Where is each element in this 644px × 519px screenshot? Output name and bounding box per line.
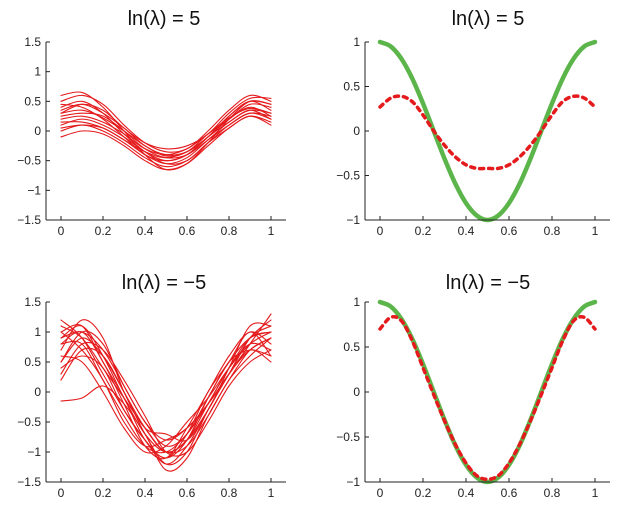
panel-bottom-left: ln(λ) = −5 −1.5 −1 −0.5 0 0.5 1 1.5 0 0.2 0.4 0.6 0… — [17, 272, 286, 500]
sample-curve-11 — [60, 331, 272, 454]
fit-lines — [377, 39, 598, 223]
axes: −1 −0.5 0 0.5 1 0 0.2 0.4 0.6 0.8 1 — [336, 295, 610, 500]
panel-top-left: ln(λ) = 5 −1.5 −1 −0.5 0 0.5 1 1.5 0 0.2 0.4 0.6 0.… — [17, 8, 286, 238]
y-tick-label: 0 — [34, 124, 41, 138]
x-tick-label: 0 — [377, 224, 384, 238]
x-tick-label: 0.6 — [179, 486, 196, 500]
panel-title: ln(λ) = 5 — [452, 8, 525, 30]
x-tick-label: 0 — [58, 486, 65, 500]
y-tick-label: 1 — [34, 325, 41, 339]
y-tick-label: −1.5 — [17, 475, 41, 489]
axes: −1.5 −1 −0.5 0 0.5 1 1.5 0 0.2 0.4 0.6 0.8 1 — [17, 295, 286, 500]
x-tick-label: 0.4 — [458, 486, 475, 500]
sample-curve-15 — [60, 324, 272, 459]
x-tick-label: 0.4 — [137, 486, 154, 500]
x-tick-label: 0.2 — [415, 486, 432, 500]
fit-lines — [377, 299, 598, 485]
y-tick-label: 1.5 — [24, 295, 41, 309]
sample-curve-13 — [60, 325, 272, 466]
sample-curve-10 — [60, 109, 272, 165]
sample-lines — [60, 91, 272, 171]
x-tick-label: 0 — [58, 224, 65, 238]
x-tick-label: 1 — [268, 224, 275, 238]
y-tick-label: −1 — [346, 213, 360, 227]
sample-curve-4 — [60, 337, 272, 472]
panel-title: ln(λ) = −5 — [446, 272, 530, 294]
y-tick-label: 0.5 — [24, 94, 41, 108]
y-tick-label: −1 — [346, 475, 360, 489]
sample-curve-9 — [60, 96, 272, 150]
x-tick-label: 0.8 — [544, 486, 561, 500]
y-tick-label: 0.5 — [24, 355, 41, 369]
panel-title: ln(λ) = −5 — [122, 272, 206, 294]
x-tick-label: 1 — [592, 224, 599, 238]
x-tick-label: 0.2 — [95, 486, 112, 500]
fit-mean-curve — [378, 94, 597, 171]
y-tick-label: 1.5 — [24, 35, 41, 49]
y-tick-label: −1 — [27, 445, 41, 459]
sample-curve-3 — [60, 94, 272, 153]
axes: −1 −0.5 0 0.5 1 0 0.2 0.4 0.6 0.8 1 — [336, 35, 610, 238]
fit-mean-curve — [378, 314, 597, 482]
axes: −1.5 −1 −0.5 0 0.5 1 1.5 0 0.2 0.4 0.6 0.8 1 — [17, 35, 286, 238]
panel-title: ln(λ) = 5 — [128, 8, 201, 30]
x-tick-label: 0.6 — [179, 224, 196, 238]
x-tick-label: 0.6 — [501, 224, 518, 238]
x-tick-label: 0.8 — [544, 224, 561, 238]
y-tick-label: 0.5 — [343, 80, 360, 94]
x-tick-label: 0.4 — [137, 224, 154, 238]
x-tick-label: 0.8 — [221, 224, 238, 238]
x-tick-label: 0.8 — [221, 486, 238, 500]
x-tick-label: 0.6 — [501, 486, 518, 500]
y-tick-label: 0 — [353, 385, 360, 399]
sample-curve-14 — [60, 100, 272, 156]
panel-bottom-right: ln(λ) = −5 −1 −0.5 0 0.5 1 0 0.2 0.4 0.6 0.8 1 — [336, 272, 610, 500]
panel-top-right: ln(λ) = 5 −1 −0.5 0 0.5 1 0 0.2 0.4 0.6 0.8 1 — [336, 8, 610, 238]
y-tick-label: −1 — [27, 183, 41, 197]
y-tick-label: −0.5 — [336, 169, 360, 183]
x-tick-label: 0.4 — [458, 224, 475, 238]
y-tick-label: 0 — [34, 385, 41, 399]
y-tick-label: 0.5 — [343, 340, 360, 354]
y-tick-label: 1 — [34, 65, 41, 79]
sample-lines — [60, 313, 272, 472]
sample-curve-13 — [60, 106, 272, 159]
true-sine-curve — [377, 299, 598, 485]
y-tick-label: 1 — [353, 35, 360, 49]
x-tick-label: 0.2 — [415, 224, 432, 238]
x-tick-label: 0 — [377, 486, 384, 500]
sample-curve-4 — [60, 115, 272, 168]
sample-curve-8 — [60, 115, 272, 171]
y-tick-label: −0.5 — [17, 415, 41, 429]
x-tick-label: 0.2 — [95, 224, 112, 238]
y-tick-label: 1 — [353, 295, 360, 309]
y-tick-label: −1.5 — [17, 213, 41, 227]
sample-curve-16 — [60, 337, 272, 453]
y-tick-label: 0 — [353, 124, 360, 138]
sample-curve-2 — [60, 313, 272, 465]
true-sine-curve — [377, 39, 598, 223]
x-tick-label: 1 — [592, 486, 599, 500]
x-tick-label: 1 — [268, 486, 275, 500]
y-tick-label: −0.5 — [336, 430, 360, 444]
y-tick-label: −0.5 — [17, 154, 41, 168]
